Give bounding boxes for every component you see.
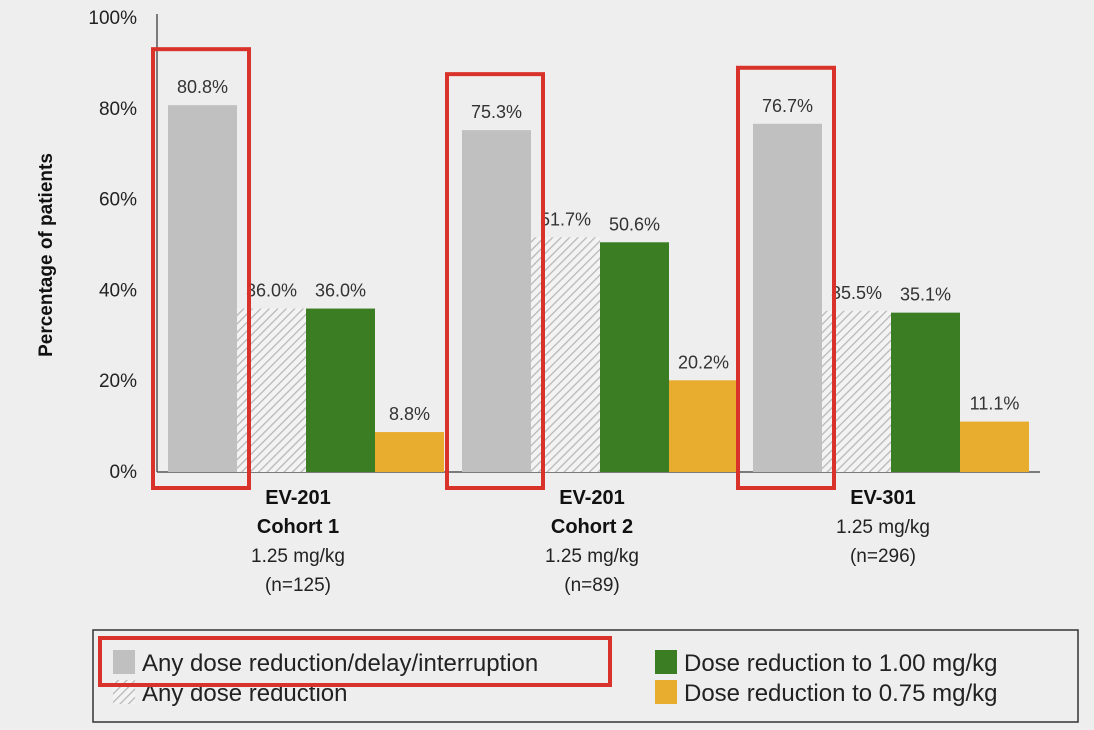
data-label: 51.7%: [540, 209, 591, 229]
category-detail: 1.25 mg/kg: [251, 546, 345, 567]
bar: [168, 105, 237, 472]
data-label: 35.1%: [900, 285, 951, 305]
legend-border: [92, 629, 1079, 723]
category-labels: EV-201 Cohort 1 1.25 mg/kg (n=125) EV-201 Coh…: [251, 487, 930, 596]
bar: [669, 380, 738, 472]
legend-label: Dose reduction to 0.75 mg/kg: [684, 680, 998, 707]
data-label: 36.0%: [246, 281, 297, 301]
category-detail: (n=296): [850, 546, 916, 567]
data-label: 76.7%: [762, 96, 813, 116]
category-name: EV-201: [559, 487, 625, 509]
highlight-box: [736, 65, 836, 490]
bars: 80.8% 75.3% 76.7% 36.0% 51.7% 35.5% 36.0% 50.6%…: [168, 77, 1029, 473]
y-tick-label: 100%: [88, 8, 137, 29]
data-label: 20.2%: [678, 352, 729, 372]
y-tick-label: 60%: [99, 190, 137, 211]
highlight-box: [151, 47, 251, 490]
bar: [600, 242, 669, 472]
y-axis-title: Percentage of patients: [36, 153, 57, 357]
y-tick-label: 80%: [99, 99, 137, 120]
bar: [960, 421, 1029, 472]
data-label: 80.8%: [177, 77, 228, 97]
legend-swatch: [655, 680, 677, 704]
y-tick-label: 40%: [99, 280, 137, 301]
y-tick-label: 20%: [99, 371, 137, 392]
category-detail: Cohort 2: [551, 516, 633, 538]
legend-label: Any dose reduction/delay/interruption: [142, 650, 538, 677]
category-detail: (n=89): [564, 575, 619, 596]
category-detail: 1.25 mg/kg: [836, 517, 930, 538]
y-tick-label: 0%: [110, 462, 138, 483]
category-detail: (n=125): [265, 575, 331, 596]
bar: [375, 432, 444, 472]
highlight-box: [445, 72, 545, 490]
legend-swatch: [113, 650, 135, 674]
legend-label: Dose reduction to 1.00 mg/kg: [684, 650, 998, 677]
data-label: 36.0%: [315, 281, 366, 301]
category-detail: 1.25 mg/kg: [545, 546, 639, 567]
data-label: 35.5%: [831, 283, 882, 303]
category-name: EV-201: [265, 487, 331, 509]
legend-highlight-box: [98, 636, 612, 687]
bar: [462, 130, 531, 472]
legend-swatch: [655, 650, 677, 674]
data-label: 8.8%: [389, 404, 430, 424]
category-detail: Cohort 1: [257, 516, 339, 538]
bar: [891, 312, 960, 472]
highlight-boxes: [151, 47, 836, 490]
bar: [306, 308, 375, 472]
legend: Any dose reduction/delay/interruptionAny…: [92, 629, 1079, 723]
category-name: EV-301: [850, 487, 916, 509]
data-label: 11.1%: [970, 394, 1020, 414]
data-label: 50.6%: [609, 214, 660, 234]
bar: [753, 123, 822, 473]
data-label: 75.3%: [471, 102, 522, 122]
